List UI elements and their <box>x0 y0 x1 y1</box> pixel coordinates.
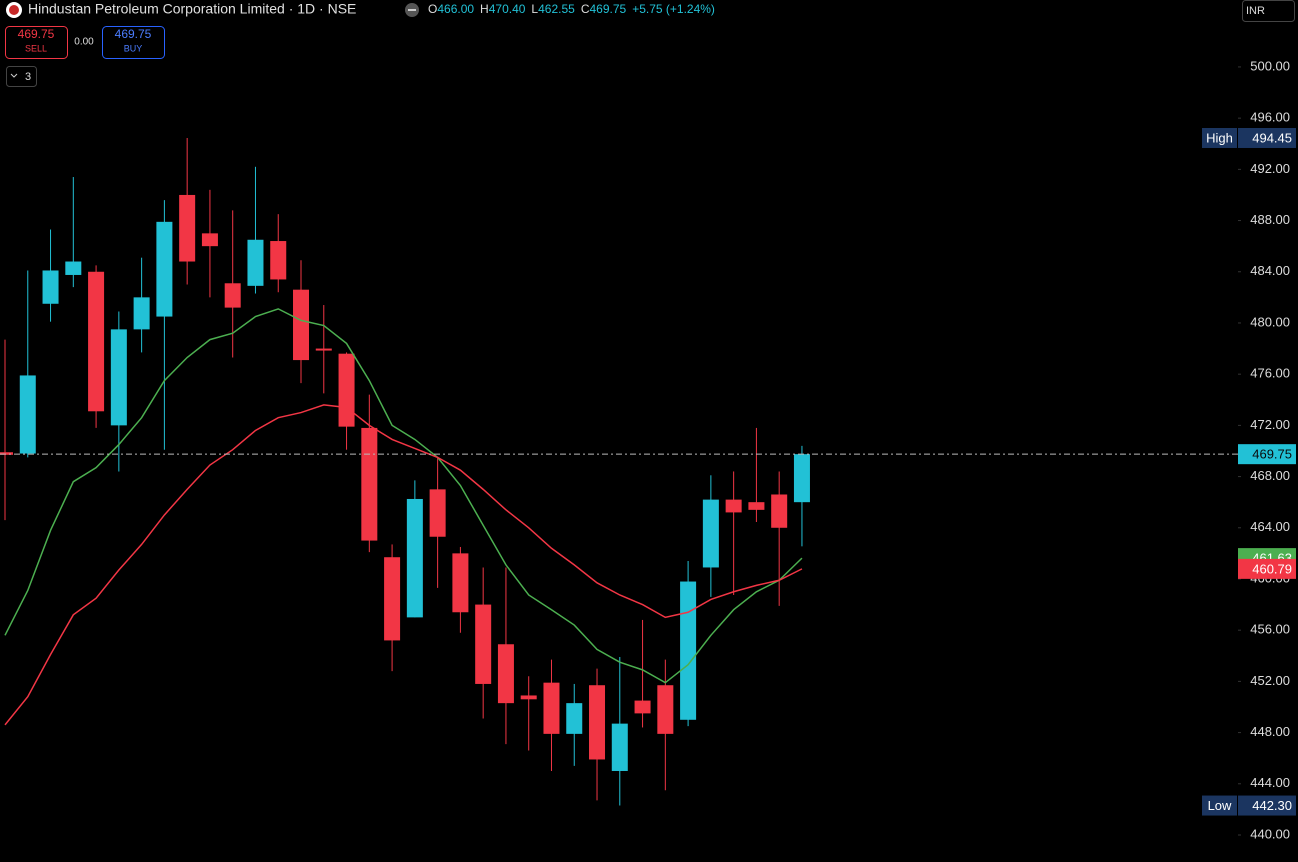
extreme-name-bg <box>1202 127 1237 148</box>
ohlc-legend: O 466.00 H 470.40 L 462.55 C 469.75 <box>428 2 627 16</box>
extreme-tag-bg <box>1238 127 1296 148</box>
candle-body <box>520 695 537 700</box>
candle-body <box>702 499 719 568</box>
candle-body <box>201 233 218 247</box>
extreme-name: Low <box>1208 798 1232 813</box>
moving-average <box>4 308 803 684</box>
candle-body <box>543 682 560 734</box>
candle-body <box>42 270 59 304</box>
candle-body <box>179 194 196 262</box>
logo-inner <box>9 5 19 15</box>
y-tick-label: 468.00 <box>1250 468 1290 483</box>
candle-body <box>19 375 36 454</box>
buy-button[interactable] <box>102 26 165 59</box>
candle-body <box>680 581 697 720</box>
candle-body <box>793 454 810 503</box>
y-tick-label: 456.00 <box>1250 622 1290 637</box>
candle-body <box>65 261 82 275</box>
sell-button[interactable] <box>5 26 68 59</box>
candle-body <box>452 553 469 613</box>
currency-button[interactable] <box>1242 0 1295 22</box>
candle-body <box>293 289 310 361</box>
extreme-name: High <box>1206 130 1233 145</box>
candle-body <box>338 353 355 427</box>
spread: 0.00 <box>74 37 94 48</box>
candle-body <box>566 703 583 734</box>
candle-body <box>247 239 264 286</box>
candle-body <box>315 348 332 351</box>
ohlc-key: C <box>581 2 590 16</box>
ohlc-value: 462.55 <box>538 2 575 16</box>
indicator-count: 3 <box>25 71 31 83</box>
indicator-toggle[interactable] <box>6 66 37 87</box>
candle-body <box>589 685 606 760</box>
toolbar: Hindustan Petroleum Corporation Limited … <box>5 0 1295 87</box>
candle-body <box>224 283 241 308</box>
y-tick-label: 500.00 <box>1250 58 1290 73</box>
extreme-tag: 494.45 <box>1252 130 1292 145</box>
last-price-tag-bg <box>1238 444 1296 465</box>
candle-body <box>634 700 651 714</box>
candle-body <box>270 241 287 280</box>
candle-body <box>748 502 765 510</box>
ohlc-value: 466.00 <box>437 2 474 16</box>
y-tick-label: 472.00 <box>1250 417 1290 432</box>
currency: INR <box>1246 5 1265 17</box>
y-tick-label: 452.00 <box>1250 673 1290 688</box>
plot-area: 440.00444.00448.00452.00456.00460.00464.… <box>0 58 1296 841</box>
y-tick-label: 480.00 <box>1250 314 1290 329</box>
candle-body <box>156 221 173 317</box>
ohlc-value: 470.40 <box>489 2 526 16</box>
change: +5.75 (+1.24%) <box>632 2 715 16</box>
status-icon <box>408 9 416 11</box>
ma-tag: 460.79 <box>1252 561 1292 576</box>
candle-body <box>406 498 423 618</box>
symbol-title: Hindustan Petroleum Corporation Limited … <box>28 1 356 17</box>
ohlc-value: 469.75 <box>589 2 626 16</box>
ohlc-key: H <box>480 2 489 16</box>
last-price-tag: 469.75 <box>1252 447 1292 462</box>
candle-body <box>657 685 674 734</box>
y-tick-label: 492.00 <box>1250 161 1290 176</box>
candle-body <box>497 644 514 704</box>
ma-tag-bg <box>1238 558 1296 579</box>
y-tick-label: 484.00 <box>1250 263 1290 278</box>
extreme-tag: 442.30 <box>1252 798 1292 813</box>
extreme-name-bg <box>1202 795 1237 816</box>
extreme-tag-bg <box>1238 795 1296 816</box>
candle-body <box>0 452 13 455</box>
y-tick-label: 488.00 <box>1250 212 1290 227</box>
candle-body <box>110 329 127 426</box>
moving-average <box>4 404 803 726</box>
candle-body <box>361 427 378 541</box>
candle-body <box>771 494 788 528</box>
sell-price: 469.75 <box>18 27 55 41</box>
buy-label: BUY <box>124 43 143 53</box>
candle-body <box>475 604 492 684</box>
candle-body <box>384 557 401 641</box>
y-tick-label: 440.00 <box>1250 826 1290 841</box>
buy-price: 469.75 <box>115 27 152 41</box>
candle-body <box>611 723 628 771</box>
sell-label: SELL <box>25 43 47 53</box>
ohlc-key: O <box>428 2 437 16</box>
candle-body <box>133 297 150 330</box>
y-tick-label: 476.00 <box>1250 366 1290 381</box>
y-tick-label: 464.00 <box>1250 519 1290 534</box>
y-tick-label: 444.00 <box>1250 775 1290 790</box>
chevron <box>10 73 18 78</box>
y-tick-label: 448.00 <box>1250 724 1290 739</box>
y-tick-label: 496.00 <box>1250 110 1290 125</box>
candle-body <box>725 499 742 513</box>
candle-body <box>88 271 105 412</box>
ohlc-key: L <box>531 2 538 16</box>
candle-body <box>429 489 446 537</box>
